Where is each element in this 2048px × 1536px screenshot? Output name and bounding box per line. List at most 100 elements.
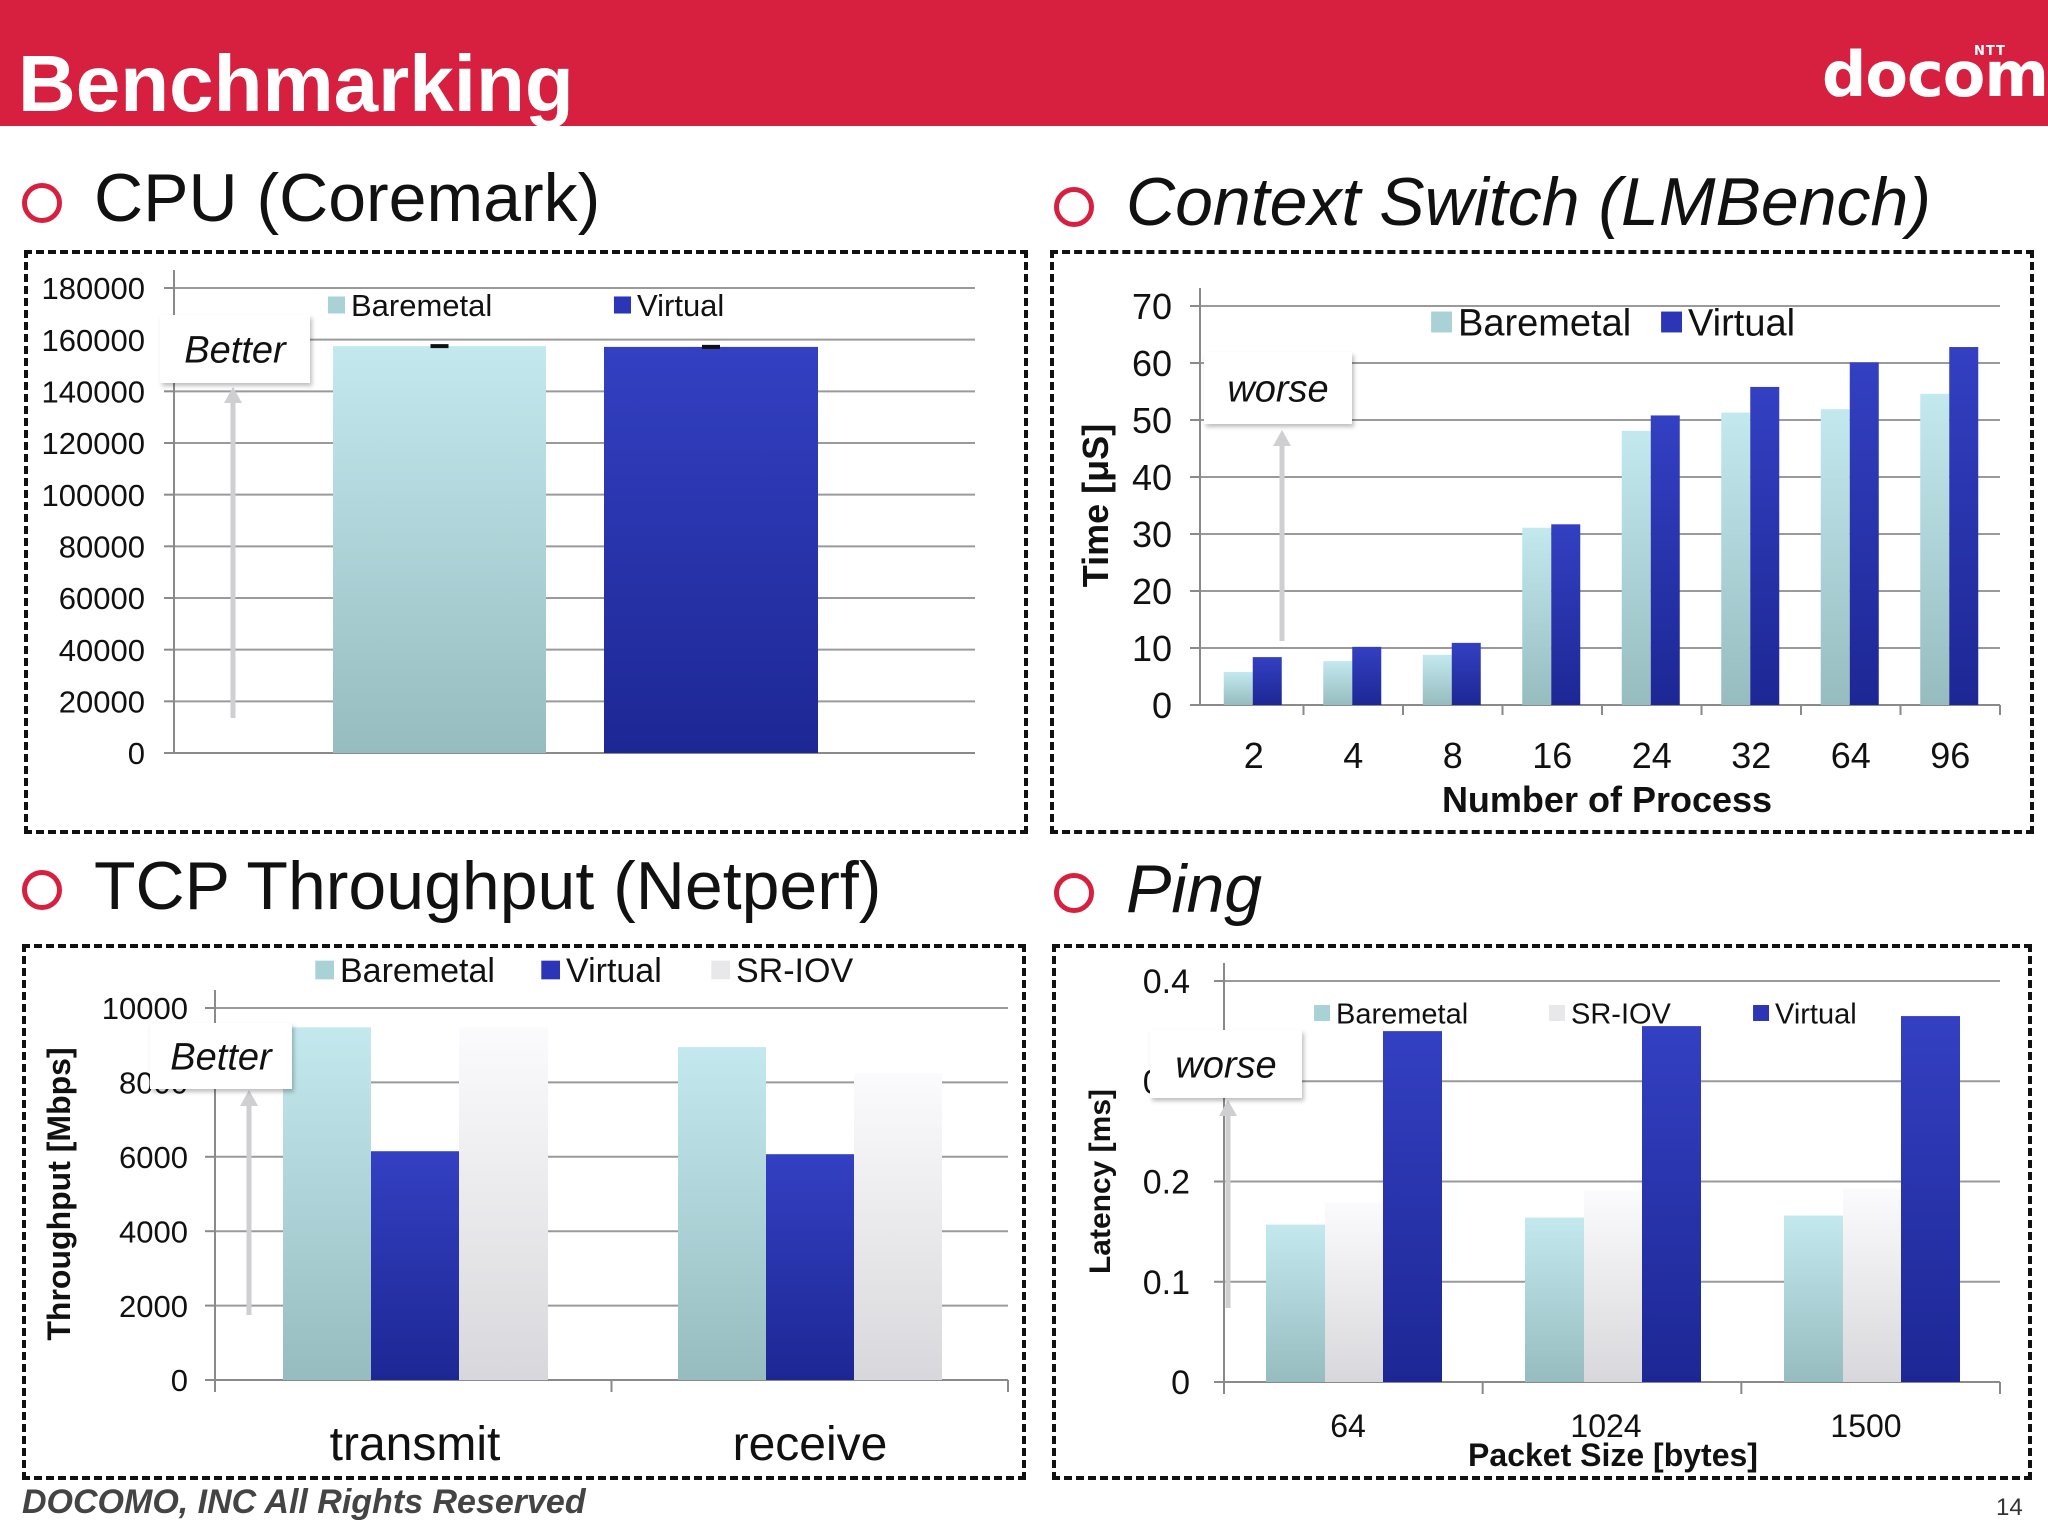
cpu-annotation-arrowhead <box>224 387 242 403</box>
context-legend-swatch <box>1661 311 1682 333</box>
tcp-bar-baremetal <box>283 1027 371 1380</box>
context-category-label: 16 <box>1532 735 1572 776</box>
context-bar-baremetal <box>1820 409 1850 705</box>
slide-title: Benchmarking <box>18 39 574 128</box>
cpu-ytick-label: 140000 <box>42 374 145 409</box>
cpu-ytick-label: 160000 <box>42 323 145 358</box>
context-ytick-label: 40 <box>1132 457 1172 498</box>
tcp-category-label: transmit <box>330 1418 501 1471</box>
logo-wordmark: docomo <box>1822 38 2048 111</box>
context-legend-entry: Virtual <box>1688 303 1795 345</box>
tcp-bar-sriov <box>459 1027 548 1380</box>
ping-annotation-arrowhead <box>1219 1100 1237 1116</box>
ping-legend-swatch <box>1549 1005 1565 1021</box>
ping-annotation-label: worse <box>1175 1044 1276 1086</box>
ping-bar-sriov <box>1843 1188 1901 1382</box>
footer-copyright: DOCOMO, INC All Rights Reserved <box>22 1483 586 1521</box>
context-bar-virtual <box>1451 642 1481 705</box>
context-legend-swatch <box>1431 311 1452 333</box>
cpu-ytick-label: 180000 <box>42 271 145 306</box>
section-title-ping: Ping <box>1126 851 1263 927</box>
context-category-label: 4 <box>1343 735 1363 776</box>
context-bar-virtual <box>1252 657 1282 705</box>
ping-ytick-label: 0.2 <box>1143 1164 1190 1202</box>
ping-ytick-label: 0.1 <box>1143 1264 1190 1302</box>
context-ytick-label: 0 <box>1152 685 1172 726</box>
context-ytick-label: 10 <box>1132 628 1172 669</box>
context-annotation-label: worse <box>1227 368 1328 410</box>
section-title-cpu: CPU (Coremark) <box>94 160 601 236</box>
ping-bar-sriov <box>1325 1202 1383 1382</box>
context-ytick-label: 70 <box>1132 286 1172 327</box>
tcp-category-label: receive <box>733 1418 888 1471</box>
tcp-ytick-label: 0 <box>171 1363 188 1398</box>
section-title-tcp: TCP Throughput (Netperf) <box>94 848 882 924</box>
cpu-annotation-box <box>160 315 310 383</box>
chart-box-context-switch <box>1050 250 2034 834</box>
tcp-bar-virtual <box>766 1154 854 1380</box>
context-bar-virtual <box>1949 347 1979 705</box>
ping-y-axis-label: Latency [ms] <box>1084 1089 1117 1274</box>
context-category-label: 32 <box>1731 735 1771 776</box>
context-bar-baremetal <box>1721 412 1751 705</box>
tcp-legend-swatch <box>711 960 730 980</box>
cpu-legend-entry: Baremetal <box>351 288 492 323</box>
tcp-ytick-label: 4000 <box>119 1214 188 1249</box>
context-bar-baremetal <box>1223 671 1253 705</box>
ping-bar-baremetal <box>1525 1217 1584 1382</box>
ping-category-label: 1024 <box>1570 1408 1641 1444</box>
tcp-bar-baremetal <box>678 1047 766 1380</box>
ping-bar-virtual <box>1901 1016 1960 1382</box>
ping-bar-virtual <box>1642 1026 1701 1382</box>
ping-legend-entry: Baremetal <box>1336 998 1468 1030</box>
cpu-ytick-label: 20000 <box>59 684 145 719</box>
ping-ytick-label: 0 <box>1171 1364 1190 1402</box>
tcp-legend-entry: SR-IOV <box>736 952 853 990</box>
chart-box-ping <box>1052 944 2032 1480</box>
tcp-legend-entry: Baremetal <box>340 952 495 990</box>
bullet-circle-icon <box>1054 187 1094 227</box>
ping-bar-virtual <box>1383 1031 1442 1382</box>
cpu-ytick-label: 120000 <box>42 426 145 461</box>
ping-bar-sriov <box>1584 1190 1642 1382</box>
context-bar-virtual <box>1352 646 1382 705</box>
cpu-ytick-label: 60000 <box>59 581 145 616</box>
tcp-ytick-label: 2000 <box>119 1289 188 1324</box>
cpu-bar-baremetal <box>333 346 546 753</box>
context-bar-baremetal <box>1621 430 1651 705</box>
context-ytick-label: 50 <box>1132 400 1172 441</box>
cpu-ytick-label: 80000 <box>59 529 145 564</box>
cpu-annotation-label: Better <box>184 329 287 371</box>
ping-legend-entry: Virtual <box>1775 998 1857 1030</box>
bullet-circle-icon <box>1054 873 1094 913</box>
context-category-label: 24 <box>1632 735 1672 776</box>
tcp-annotation-label: Better <box>170 1036 273 1078</box>
context-bar-virtual <box>1750 386 1780 705</box>
context-category-label: 2 <box>1244 735 1264 776</box>
ping-category-label: 1500 <box>1830 1408 1901 1444</box>
context-bar-virtual <box>1650 415 1680 705</box>
tcp-y-axis-label: Throughput [Mbps] <box>41 1047 77 1340</box>
ping-annotation-box <box>1150 1030 1302 1098</box>
tcp-legend-entry: Virtual <box>566 952 662 990</box>
context-bar-baremetal <box>1422 654 1452 705</box>
ping-legend-entry: SR-IOV <box>1571 998 1672 1030</box>
context-bar-baremetal <box>1323 661 1353 705</box>
cpu-legend-entry: Virtual <box>637 288 724 323</box>
tcp-annotation-arrowhead <box>240 1090 258 1106</box>
context-annotation-arrowhead <box>1273 430 1291 446</box>
context-annotation-box <box>1204 352 1352 424</box>
cpu-ytick-label: 40000 <box>59 633 145 668</box>
tcp-annotation-box <box>150 1023 292 1089</box>
section-title-context-switch: Context Switch (LMBench) <box>1126 164 1931 240</box>
context-category-label: 8 <box>1443 735 1463 776</box>
ping-legend-swatch <box>1314 1005 1330 1021</box>
ping-legend-swatch <box>1753 1005 1769 1021</box>
tcp-legend-swatch <box>315 960 334 980</box>
ping-bar-baremetal <box>1266 1224 1325 1382</box>
chart-box-cpu <box>24 250 1028 834</box>
ping-x-axis-label: Packet Size [bytes] <box>1468 1437 1758 1473</box>
slide-header: Benchmarking docomo NTT <box>0 0 2048 126</box>
cpu-legend-swatch <box>613 296 631 314</box>
